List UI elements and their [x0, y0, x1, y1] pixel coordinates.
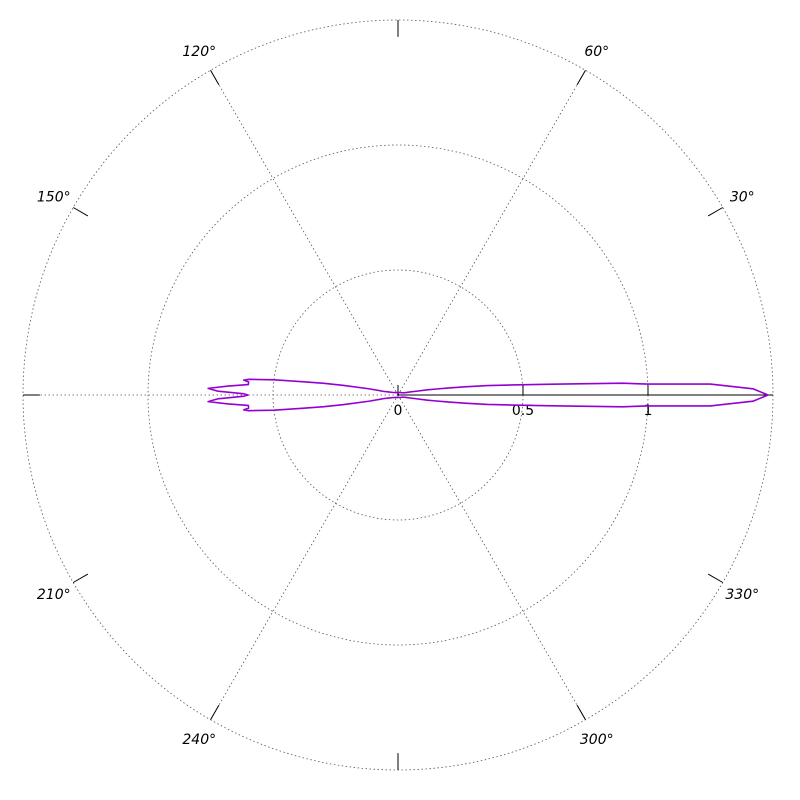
- grid-spoke-300: [397, 394, 586, 720]
- series-line-0: [207, 378, 769, 412]
- angle-tick-150: [72, 207, 89, 217]
- angle-label-120: 120°: [182, 44, 216, 60]
- angle-label-240: 240°: [182, 732, 216, 748]
- angle-label-60: 60°: [584, 44, 609, 60]
- angle-label-30: 30°: [730, 189, 755, 205]
- grid-spoke-120: [210, 70, 399, 396]
- angle-labels: 30° 60° 120° 150° 210° 240° 300° 330°: [37, 44, 759, 748]
- series-layer: [207, 378, 769, 412]
- angle-tick-300: [576, 704, 586, 721]
- angle-tick-210: [72, 573, 89, 583]
- angle-tick-60: [576, 69, 586, 86]
- radial-tick-label-0: 0: [394, 403, 403, 419]
- radial-axis: 0 0.5 1: [394, 385, 773, 419]
- radial-tick-label-2: 1: [644, 403, 653, 419]
- angle-tick-240: [210, 704, 220, 721]
- angle-tick-30: [707, 207, 724, 217]
- grid-spoke-240: [210, 394, 399, 720]
- angle-tick-330: [707, 573, 724, 583]
- angle-label-150: 150°: [37, 189, 71, 205]
- angle-tick-120: [210, 69, 220, 86]
- angle-label-300: 300°: [580, 732, 614, 748]
- angle-label-210: 210°: [37, 587, 71, 603]
- radial-tick-label-1: 0.5: [512, 403, 534, 419]
- grid-spoke-60: [397, 70, 586, 396]
- angle-label-330: 330°: [725, 587, 759, 603]
